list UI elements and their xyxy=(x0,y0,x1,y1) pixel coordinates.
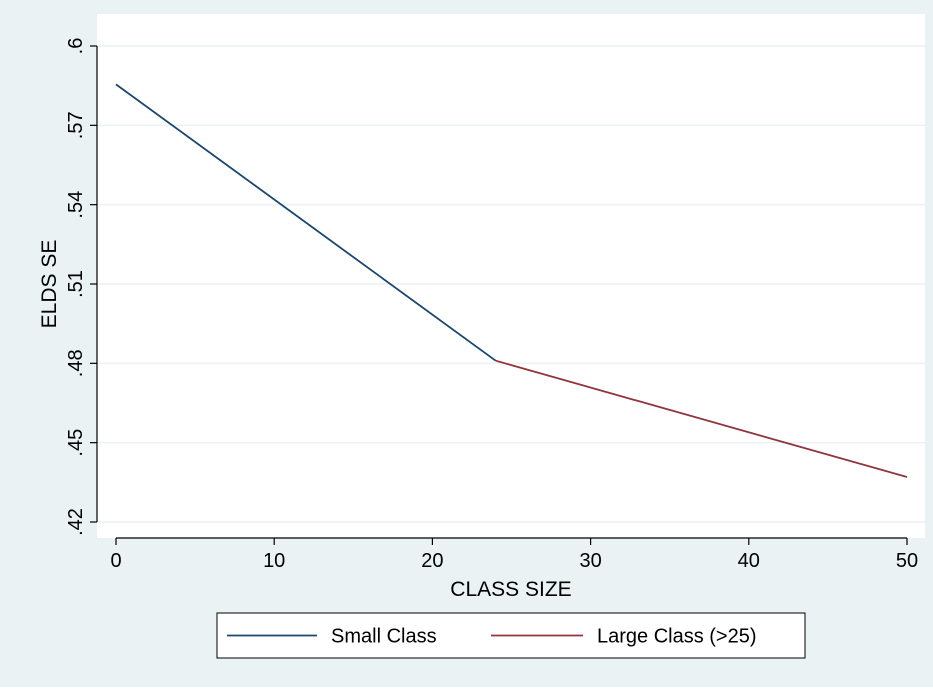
series-layer xyxy=(115,83,908,478)
y-tick-label: .51 xyxy=(65,270,87,298)
series-line-2 xyxy=(495,359,908,478)
y-tick-label: .57 xyxy=(65,111,87,139)
series-line-1 xyxy=(115,83,497,362)
grid-layer xyxy=(97,45,925,523)
x-axis-label: CLASS SIZE xyxy=(450,578,571,601)
legend-label-2: Large Class (>25) xyxy=(597,626,757,648)
plot-area xyxy=(97,14,925,538)
y-tick-label: .48 xyxy=(65,349,87,377)
legend: Small Class Large Class (>25) xyxy=(216,612,806,659)
x-tick-label: 30 xyxy=(579,550,601,572)
y-tick-label: .42 xyxy=(65,508,87,536)
x-tick-label: 50 xyxy=(896,550,918,572)
x-tick-label: 0 xyxy=(110,550,121,572)
axes-layer: .42 .45 .48 .51 .54 .57 .6 0 10 20 30 40 50 xyxy=(65,38,918,572)
y-tick-label: .54 xyxy=(65,191,87,219)
x-tick-label: 40 xyxy=(738,550,760,572)
y-axis-label: ELDS SE xyxy=(38,240,61,329)
y-tick-label: .45 xyxy=(65,429,87,457)
x-tick-label: 10 xyxy=(263,550,285,572)
x-tick-label: 20 xyxy=(421,550,443,572)
legend-label-1: Small Class xyxy=(331,626,437,648)
y-tick-label: .6 xyxy=(65,38,87,55)
